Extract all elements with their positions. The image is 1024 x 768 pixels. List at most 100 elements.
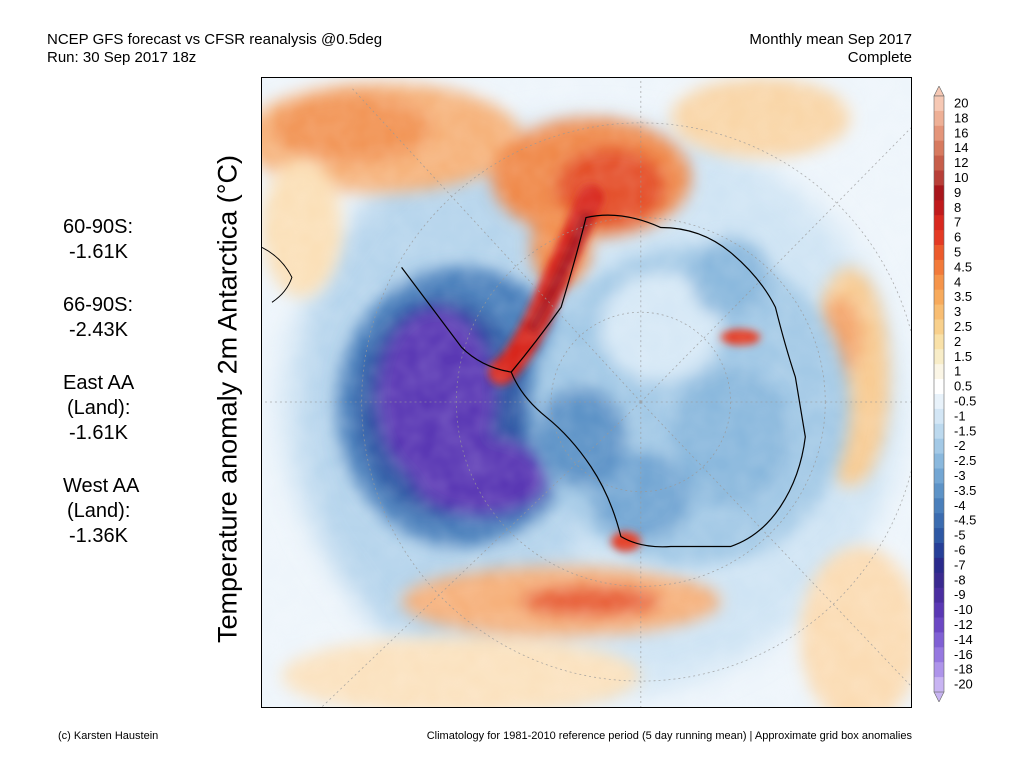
stat-60-90s: 60-90S: -1.61K: [63, 215, 139, 265]
colorbar-swatch: [934, 274, 944, 291]
stat-west-aa: West AA (Land): -1.36K: [63, 474, 139, 549]
vertical-title-wrap: Temperature anomaly 2m Antarctica (°C): [205, 90, 251, 708]
colorbar-swatch: [934, 498, 944, 514]
south-america-coastline: [262, 247, 293, 303]
colorbar-tick-label: -16: [954, 647, 973, 662]
colorbar-tick-label: 1.5: [954, 349, 972, 364]
stat-label: 60-90S:: [63, 216, 134, 238]
colorbar-tick-label: -6: [954, 542, 966, 557]
colorbar-swatch: [934, 289, 944, 305]
antarctica-coastline: [510, 214, 806, 548]
colorbar-tick-label: 18: [954, 110, 968, 125]
colorbar-tick-label: 2: [954, 334, 961, 349]
stat-label: (Land):: [67, 397, 131, 419]
colorbar-tick-label: 20: [954, 95, 968, 110]
colorbar-tick-label: 8: [954, 200, 961, 215]
stat-east-aa: East AA (Land): -1.61K: [63, 371, 139, 446]
colorbar: 201816141210987654.543.532.521.510.5-0.5…: [933, 86, 976, 702]
colorbar-swatch: [934, 230, 944, 246]
colorbar-top-arrow: [933, 86, 945, 97]
colorbar-tick-label: -0.5: [954, 393, 976, 408]
colorbar-tick-label: -5: [954, 528, 966, 543]
colorbar-tick-label: 3: [954, 304, 961, 319]
colorbar-swatch: [934, 394, 944, 410]
colorbar-swatch: [934, 468, 944, 484]
colorbar-tick-label: -8: [954, 572, 966, 587]
colorbar-tick-label: 1: [954, 364, 961, 379]
stat-value: -1.61K: [69, 422, 128, 444]
colorbar-tick-label: 16: [954, 125, 968, 140]
colorbar-swatch: [934, 245, 944, 261]
colorbar-swatch: [934, 259, 944, 276]
colorbar-tick-label: -12: [954, 617, 973, 632]
colorbar-swatch: [934, 572, 944, 589]
colorbar-tick-label: 5: [954, 244, 961, 259]
colorbar-swatch: [934, 334, 944, 350]
colorbar-tick-label: -4.5: [954, 513, 976, 528]
colorbar-bottom-arrow: [933, 691, 945, 702]
colorbar-swatch: [934, 125, 944, 142]
colorbar-tick-label: -14: [954, 632, 973, 647]
colorbar-tick-label: -20: [954, 677, 973, 692]
colorbar-swatch: [934, 617, 944, 633]
stat-label: West AA: [63, 475, 140, 497]
model-title: NCEP GFS forecast vs CFSR reanalysis @0.…: [47, 31, 383, 48]
colorbar-swatch: [934, 423, 944, 440]
colorbar-tick-label: -10: [954, 602, 973, 617]
colorbar-swatch: [934, 453, 944, 469]
colorbar-tick-label: -9: [954, 587, 966, 602]
vertical-title: Temperature anomaly 2m Antarctica (°C): [212, 155, 243, 643]
colorbar-swatch: [934, 513, 944, 529]
colorbar-swatch: [934, 170, 944, 186]
completeness-status: Complete: [847, 49, 912, 66]
colorbar-swatch: [934, 110, 944, 127]
colorbar-swatch: [934, 438, 944, 454]
colorbar-swatch: [934, 677, 944, 693]
colorbar-swatch: [934, 215, 944, 231]
stat-label: (Land):: [67, 500, 131, 522]
header-right: Monthly mean Sep 2017 Complete: [749, 31, 912, 67]
colorbar-swatch: [934, 408, 944, 425]
stat-value: -1.36K: [69, 525, 128, 547]
colorbar-tick-label: 12: [954, 155, 968, 170]
colorbar-swatch: [934, 662, 944, 678]
graticule: [262, 78, 911, 707]
colorbar-tick-label: 3.5: [954, 289, 972, 304]
colorbar-tick-label: -7: [954, 557, 966, 572]
colorbar-tick-label: -2.5: [954, 453, 976, 468]
colorbar-swatch: [934, 185, 944, 201]
colorbar-swatch: [934, 587, 944, 603]
colorbar-tick-label: 4.5: [954, 259, 972, 274]
stat-label: 66-90S:: [63, 294, 134, 316]
colorbar-swatch: [934, 543, 944, 559]
colorbar-tick-label: 6: [954, 230, 961, 245]
stat-value: -2.43K: [69, 319, 128, 341]
colorbar-tick-label: -1.5: [954, 423, 976, 438]
colorbar-swatch: [934, 304, 944, 320]
header-left: NCEP GFS forecast vs CFSR reanalysis @0.…: [47, 31, 382, 67]
colorbar-tick-label: -1: [954, 408, 966, 423]
colorbar-swatch: [934, 155, 944, 171]
colorbar-swatch: [934, 200, 944, 216]
colorbar-tick-label: 0.5: [954, 379, 972, 394]
stat-66-90s: 66-90S: -2.43K: [63, 293, 139, 343]
colorbar-swatch: [934, 140, 944, 156]
period-title: Monthly mean Sep 2017: [749, 31, 912, 48]
colorbar-swatch: [934, 528, 944, 544]
colorbar-tick-label: -2: [954, 438, 966, 453]
colorbar-tick-label: 9: [954, 185, 961, 200]
colorbar-tick-label: -4: [954, 498, 966, 513]
run-time: Run: 30 Sep 2017 18z: [47, 49, 197, 66]
colorbar-swatch: [934, 96, 944, 112]
colorbar-swatch: [934, 647, 944, 663]
colorbar-swatch: [934, 602, 944, 618]
anomaly-stats: 60-90S: -1.61K 66-90S: -2.43K East AA (L…: [63, 215, 139, 577]
credit-text: (c) Karsten Haustein: [58, 730, 159, 742]
colorbar-tick-label: -18: [954, 662, 973, 677]
colorbar-swatch: [934, 557, 944, 574]
colorbar-swatch: [934, 632, 944, 648]
reference-note: Climatology for 1981-2010 reference peri…: [426, 730, 912, 742]
colorbar-swatch: [934, 319, 944, 335]
colorbar-swatch: [934, 483, 944, 499]
stat-label: East AA: [63, 372, 135, 394]
